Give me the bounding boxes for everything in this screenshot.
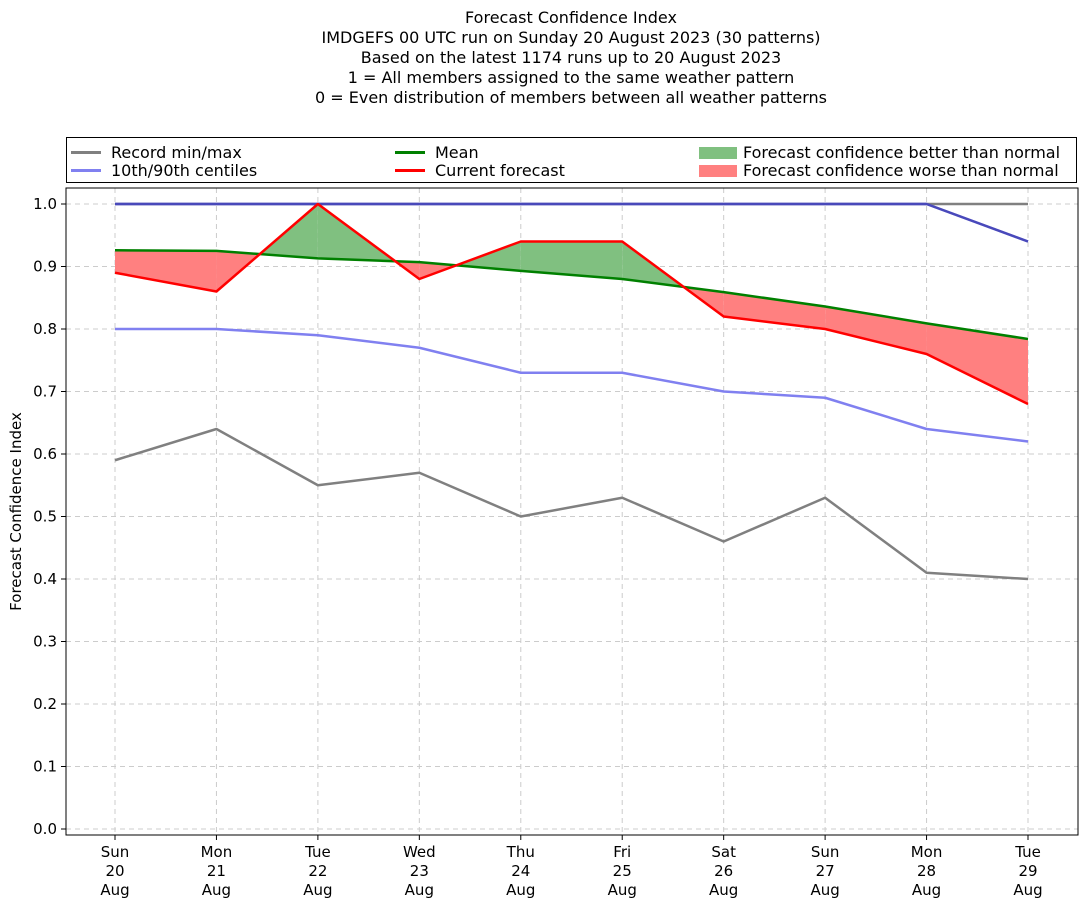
y-tick-label: 0.9: [33, 258, 57, 276]
x-tick-label-line: 20: [105, 862, 124, 880]
x-tick-label-line: Aug: [303, 881, 332, 899]
x-tick-label: Sat 26 Aug: [709, 843, 738, 899]
x-tick-label-line: Fri: [613, 843, 631, 861]
legend-swatch-worse: [699, 164, 737, 177]
x-tick-label: Sun 27 Aug: [810, 843, 839, 899]
legend-item-centiles: 10th/90th centiles: [71, 161, 257, 180]
fill-worse: [825, 306, 927, 354]
fill-worse: [723, 292, 826, 329]
legend-label-worse: Forecast confidence worse than normal: [743, 161, 1059, 180]
x-tick-label-line: 21: [207, 862, 226, 880]
legend-label-mean: Mean: [435, 143, 479, 162]
plot-frame: [65, 187, 1079, 836]
x-tick-label-line: 24: [511, 862, 530, 880]
x-tick-label: Mon 21 Aug: [201, 843, 233, 899]
legend-swatch-mean: [395, 151, 425, 154]
x-tick-label-line: 22: [308, 862, 327, 880]
legend-label-better: Forecast confidence better than normal: [743, 143, 1061, 162]
fill-better: [456, 241, 521, 271]
series-current-line: [114, 202, 1029, 406]
x-tick-label-line: 23: [410, 862, 429, 880]
legend-item-better: Forecast confidence better than normal: [699, 143, 1060, 162]
y-tick-label: 0.0: [33, 820, 57, 838]
y-tick-label: 0.5: [33, 508, 57, 526]
y-axis: 0.0 0.1 0.2 0.3 0.4 0.5 0.6 0.7 0.8 0.9 1.0: [33, 195, 66, 838]
x-tick-label: Fri 25 Aug: [608, 843, 637, 899]
y-tick-label: 0.7: [33, 383, 57, 401]
x-tick-label-line: Aug: [709, 881, 738, 899]
x-tick-label: Sun 20 Aug: [100, 843, 129, 899]
x-tick-label-line: 25: [613, 862, 632, 880]
y-tick-label: 0.6: [33, 445, 57, 463]
legend-item-worse: Forecast confidence worse than normal: [699, 161, 1059, 180]
title-line-5: 0 = Even distribution of members between…: [314, 88, 828, 107]
fill-better: [520, 241, 623, 279]
legend: Record min/max 10th/90th centiles Mean C…: [66, 137, 1077, 183]
title-line-2: IMDGEFS 00 UTC run on Sunday 20 August 2…: [321, 28, 821, 47]
x-tick-label-line: Aug: [810, 881, 839, 899]
series-overlap-line: [115, 202, 1029, 243]
x-tick-label: Tue 29 Aug: [1013, 843, 1042, 899]
fill-worse: [926, 323, 1028, 404]
x-tick-label-line: Aug: [912, 881, 941, 899]
chart-title: Forecast Confidence Index IMDGEFS 00 UTC…: [0, 8, 1092, 108]
series-mean-line: [114, 249, 1029, 341]
legend-item-record: Record min/max: [71, 143, 242, 162]
legend-label-current: Current forecast: [435, 161, 565, 180]
y-tick-label: 1.0: [33, 195, 57, 213]
legend-label-centiles: 10th/90th centiles: [111, 161, 258, 180]
series-p10-line: [115, 327, 1029, 443]
legend-swatch-current: [395, 169, 425, 172]
series-record-min-line: [114, 427, 1029, 581]
y-tick-label: 0.3: [33, 633, 57, 651]
x-tick-label-line: Mon: [911, 843, 943, 861]
legend-label-record: Record min/max: [111, 143, 242, 162]
y-tick-label: 0.8: [33, 320, 57, 338]
x-tick-label-line: Mon: [201, 843, 233, 861]
title-line-4: 1 = All members assigned to the same wea…: [347, 68, 795, 87]
x-tick-label: Wed 23 Aug: [403, 843, 436, 899]
x-tick-label-line: Aug: [506, 881, 535, 899]
legend-swatch-centiles: [71, 169, 101, 172]
x-tick-label-line: Wed: [403, 843, 436, 861]
x-tick-label-line: 27: [816, 862, 835, 880]
x-tick-label-line: Tue: [1014, 843, 1041, 861]
legend-swatch-record: [71, 151, 101, 154]
x-tick-label-line: Aug: [405, 881, 434, 899]
fill-worse: [115, 250, 217, 292]
legend-swatch-better: [699, 146, 737, 159]
legend-item-current: Current forecast: [395, 161, 565, 180]
y-tick-label: 0.2: [33, 695, 57, 713]
x-tick-label-line: Tue: [304, 843, 331, 861]
x-tick-label-line: Thu: [506, 843, 535, 861]
x-tick-label-line: Aug: [1013, 881, 1042, 899]
x-tick-label-line: Aug: [100, 881, 129, 899]
x-tick-label-line: 28: [917, 862, 936, 880]
legend-item-mean: Mean: [395, 143, 479, 162]
x-tick-label: Thu 24 Aug: [506, 843, 536, 899]
y-axis-label: Forecast Confidence Index: [7, 412, 25, 611]
x-tick-label-line: Sun: [101, 843, 130, 861]
x-tick-label-line: Aug: [608, 881, 637, 899]
x-tick-label: Mon 28 Aug: [911, 843, 943, 899]
x-tick-label: Tue 22 Aug: [303, 843, 332, 899]
x-tick-label-line: 26: [714, 862, 733, 880]
plot-background: [66, 188, 1078, 835]
y-tick-label: 0.4: [33, 570, 57, 588]
x-tick-label-line: 29: [1018, 862, 1037, 880]
x-tick-label-line: Sun: [811, 843, 840, 861]
x-tick-label-line: Aug: [202, 881, 231, 899]
x-tick-label-line: Sat: [711, 843, 736, 861]
y-tick-label: 0.1: [33, 758, 57, 776]
title-line-1: Forecast Confidence Index: [465, 8, 677, 27]
title-line-3: Based on the latest 1174 runs up to 20 A…: [360, 48, 782, 67]
